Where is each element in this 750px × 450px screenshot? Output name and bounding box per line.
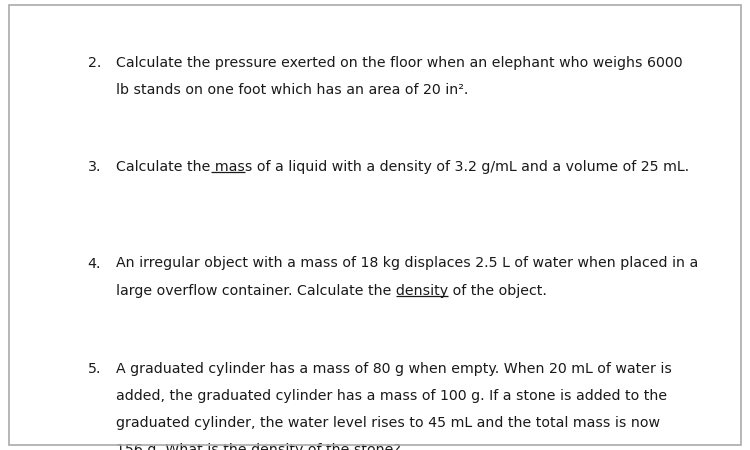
Text: 156 g. What is the: 156 g. What is the bbox=[116, 443, 247, 450]
Text: lb stands on one foot which has an area of 20 in².: lb stands on one foot which has an area … bbox=[116, 83, 469, 97]
Text: An irregular object with a mass of 18 kg displaces 2.5 L of water when placed in: An irregular object with a mass of 18 kg… bbox=[116, 256, 698, 270]
Text: 156 g. What is the density of the stone?: 156 g. What is the density of the stone? bbox=[116, 443, 401, 450]
Text: added, the graduated cylinder has a mass of 100 g. If a stone is added to the: added, the graduated cylinder has a mass… bbox=[116, 389, 668, 403]
Text: Calculate the: Calculate the bbox=[116, 160, 211, 174]
Text: 3.: 3. bbox=[88, 160, 101, 174]
Text: density: density bbox=[116, 284, 169, 297]
Text: Calculate the mass of a liquid with a density of 3.2 g/mL and a volume of 25 mL.: Calculate the mass of a liquid with a de… bbox=[116, 160, 689, 174]
Text: large overflow container. Calculate the density of the object.: large overflow container. Calculate the … bbox=[116, 284, 547, 297]
Text: large overflow container. Calculate the: large overflow container. Calculate the bbox=[116, 284, 396, 297]
Text: Calculate the pressure exerted on the floor when an elephant who weighs 6000: Calculate the pressure exerted on the fl… bbox=[116, 56, 682, 70]
Text: A graduated cylinder has a mass of 80 g when empty. When 20 mL of water is: A graduated cylinder has a mass of 80 g … bbox=[116, 362, 672, 376]
Text: 4.: 4. bbox=[88, 256, 101, 270]
Text: mas: mas bbox=[116, 160, 151, 174]
Text: 2.: 2. bbox=[88, 56, 101, 70]
Text: graduated cylinder, the water level rises to 45 mL and the total mass is now: graduated cylinder, the water level rise… bbox=[116, 416, 660, 430]
Text: 5.: 5. bbox=[88, 362, 101, 376]
Text: densit: densit bbox=[116, 443, 165, 450]
